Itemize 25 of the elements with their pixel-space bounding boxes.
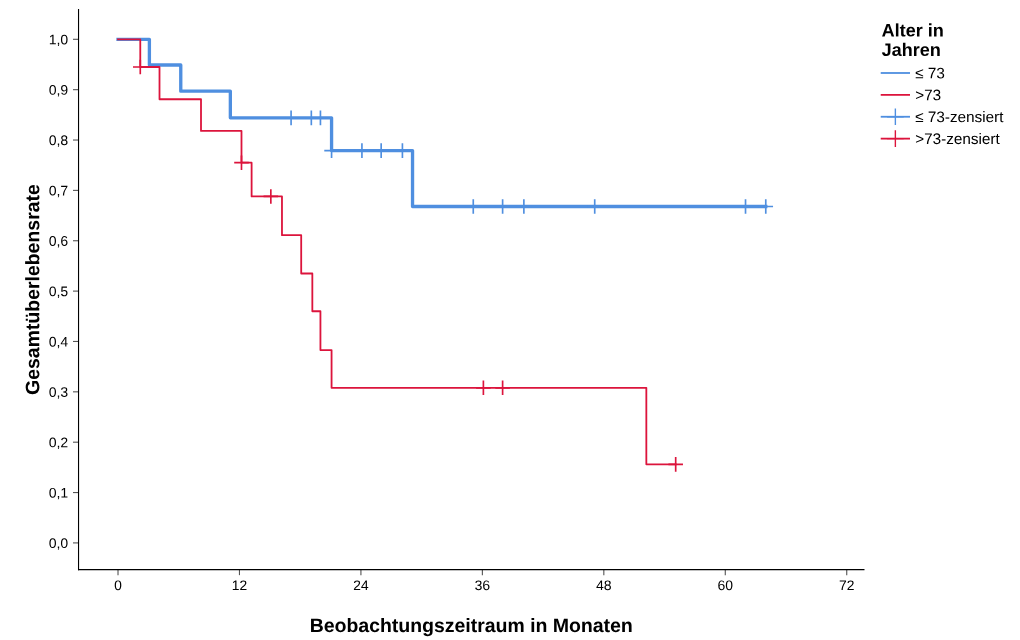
y-tick-label: 0,1 <box>49 487 68 500</box>
y-tick-label: 0,0 <box>49 538 68 550</box>
y-tick-label: 0,5 <box>49 286 68 298</box>
y-tick-label: 0,4 <box>49 336 68 349</box>
y-tick-label: 0,8 <box>49 135 68 147</box>
y-tick-label: 0,7 <box>49 185 68 198</box>
x-tick-label: 0 <box>114 580 122 591</box>
y-tick-label: 0,2 <box>49 437 68 449</box>
legend-label: >73 <box>915 89 941 101</box>
x-tick-label: 72 <box>839 580 854 591</box>
x-tick-label: 12 <box>232 580 247 591</box>
x-tick-label: 48 <box>596 580 611 591</box>
legend-label: ≤ 73-zensiert <box>915 111 1004 123</box>
legend-title: Alter in Jahren <box>881 23 943 57</box>
legend-label: >73-zensiert <box>915 132 1000 145</box>
y-tick-label: 0,9 <box>49 85 68 97</box>
y-tick-label: 1,0 <box>49 34 68 47</box>
y-tick-label: 0,6 <box>49 236 68 248</box>
y-tick-label: 0,3 <box>49 387 68 399</box>
x-tick-label: 60 <box>718 580 733 591</box>
x-tick-label: 36 <box>475 580 490 591</box>
legend-label: ≤ 73 <box>915 67 945 79</box>
x-tick-label: 24 <box>353 580 369 591</box>
x-axis-title: Beobachtungszeitraum in Monaten <box>311 617 632 637</box>
y-axis-title: Gesamtüberlebensrate <box>25 184 40 395</box>
